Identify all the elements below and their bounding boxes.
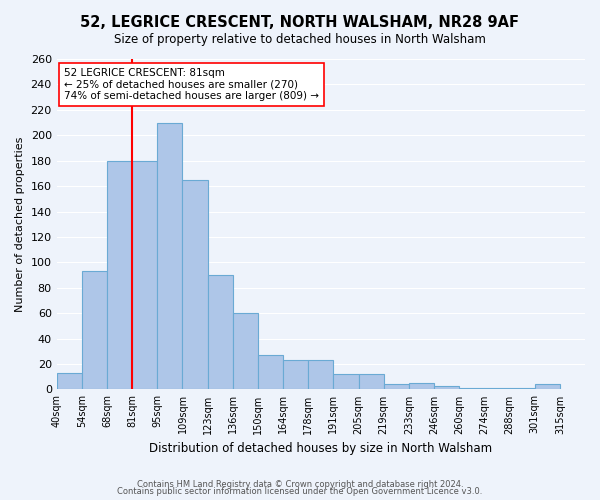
Bar — [132, 160, 157, 390]
Bar — [157, 122, 182, 390]
Bar — [82, 271, 107, 390]
Bar — [283, 360, 308, 390]
Text: 52 LEGRICE CRESCENT: 81sqm
← 25% of detached houses are smaller (270)
74% of sem: 52 LEGRICE CRESCENT: 81sqm ← 25% of deta… — [64, 68, 319, 101]
Bar — [334, 374, 359, 390]
Bar — [258, 355, 283, 390]
Bar — [509, 388, 535, 390]
Bar — [409, 383, 434, 390]
Bar — [535, 384, 560, 390]
Bar — [308, 360, 334, 390]
Text: Contains HM Land Registry data © Crown copyright and database right 2024.: Contains HM Land Registry data © Crown c… — [137, 480, 463, 489]
Bar — [208, 275, 233, 390]
Bar — [182, 180, 208, 390]
X-axis label: Distribution of detached houses by size in North Walsham: Distribution of detached houses by size … — [149, 442, 493, 455]
Bar — [359, 374, 384, 390]
Text: Size of property relative to detached houses in North Walsham: Size of property relative to detached ho… — [114, 32, 486, 46]
Text: Contains public sector information licensed under the Open Government Licence v3: Contains public sector information licen… — [118, 488, 482, 496]
Bar — [384, 384, 409, 390]
Bar — [56, 373, 82, 390]
Y-axis label: Number of detached properties: Number of detached properties — [15, 136, 25, 312]
Bar — [233, 313, 258, 390]
Bar — [484, 388, 509, 390]
Bar — [459, 388, 484, 390]
Bar — [434, 386, 459, 390]
Bar — [107, 160, 132, 390]
Text: 52, LEGRICE CRESCENT, NORTH WALSHAM, NR28 9AF: 52, LEGRICE CRESCENT, NORTH WALSHAM, NR2… — [80, 15, 520, 30]
